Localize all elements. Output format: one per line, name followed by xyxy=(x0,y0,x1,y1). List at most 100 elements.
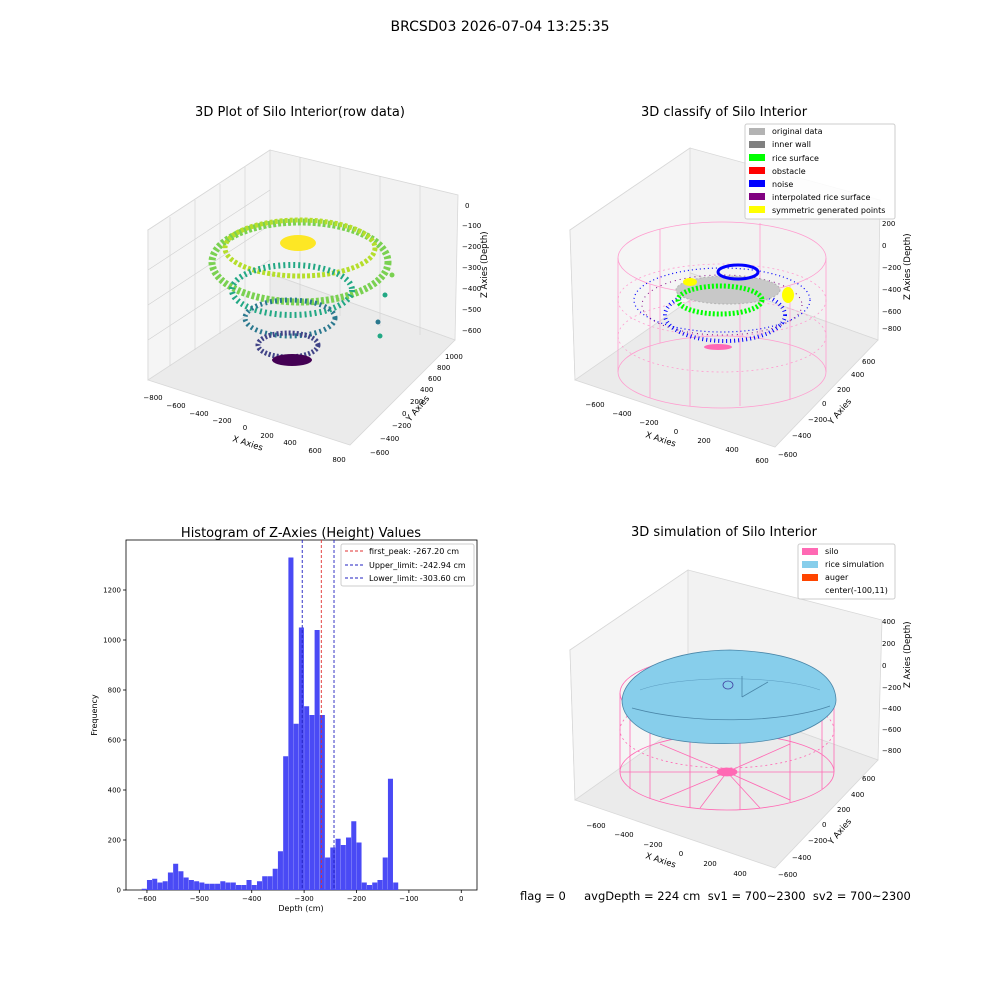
legend-rice-surface: rice surface xyxy=(772,154,819,163)
histogram-bar xyxy=(293,723,299,890)
panel4-xtick: 0 xyxy=(679,850,683,858)
histogram-bar xyxy=(141,888,147,890)
histogram-bar xyxy=(204,883,210,890)
figure-suptitle: BRCSD03 2026-07-04 13:25:35 xyxy=(390,19,609,35)
histogram-bar xyxy=(272,868,278,890)
histogram-title: Histogram of Z-Axies (Height) Values xyxy=(181,526,421,541)
panel4-ztick: 0 xyxy=(882,662,886,670)
histogram-bar xyxy=(330,847,336,890)
histogram-y-tick-label: 0 xyxy=(117,887,121,895)
histogram-y-ticks: 0 200 400 600 800 1000 1200 xyxy=(103,587,126,895)
histogram-bar xyxy=(188,880,194,890)
panel4-ytick: 600 xyxy=(862,775,875,783)
histogram-bar xyxy=(356,842,362,890)
histogram-x-ticks: −600 −500 −400 −300 −200 −100 0 xyxy=(137,890,464,903)
panel2-ylabel: Y Axies xyxy=(826,397,854,428)
histogram-bar xyxy=(298,627,304,890)
histogram-bar xyxy=(230,882,236,890)
panel2-ztick: −800 xyxy=(882,325,901,333)
legend-obstacle: obstacle xyxy=(772,167,806,176)
panel1-ytick: −600 xyxy=(370,449,389,457)
panel1-ytick: 600 xyxy=(428,375,441,383)
histogram-bar xyxy=(319,715,325,890)
panel1-ztick: −100 xyxy=(462,222,481,230)
panel1-ztick: −400 xyxy=(462,285,481,293)
histogram-bar xyxy=(256,881,263,890)
panel4-ytick: −600 xyxy=(778,871,797,879)
panel1-ytick: 800 xyxy=(437,364,450,372)
legend-auger: auger xyxy=(825,573,849,582)
panel2-ztick: 200 xyxy=(882,220,895,228)
histogram-bar xyxy=(236,885,242,890)
panel1-ytick: 1000 xyxy=(445,353,463,361)
panel1-scatter-points xyxy=(208,217,395,366)
panel4-ztick: 200 xyxy=(882,640,895,648)
histogram-y-tick-label: 1000 xyxy=(103,637,121,645)
panel2-ytick: 0 xyxy=(822,400,826,408)
histogram-bar xyxy=(309,715,315,890)
panel4-xtick: −200 xyxy=(643,841,662,849)
panel2-xtick: 400 xyxy=(725,446,738,454)
panel1-xtick: 200 xyxy=(260,432,273,440)
panel4-ytick: 200 xyxy=(837,806,850,814)
histogram-bars xyxy=(141,557,399,890)
histogram-bar xyxy=(382,857,388,890)
histogram-bar xyxy=(241,885,247,890)
histogram-bar xyxy=(152,878,158,890)
panel4-ytick: 0 xyxy=(822,821,826,829)
histogram-legend: first_peak: -267.20 cm Upper_limit: -242… xyxy=(340,543,475,587)
histogram-bar xyxy=(215,883,221,890)
panel1-xtick: −400 xyxy=(189,410,208,418)
panel-histogram: Histogram of Z-Axies (Height) Values −60… xyxy=(90,526,478,913)
panel4-ztick: −600 xyxy=(882,726,901,734)
histogram-bar xyxy=(304,706,310,890)
histogram-bar xyxy=(340,845,346,890)
histogram-bar xyxy=(162,881,168,890)
panel2-ztick: −600 xyxy=(882,308,901,316)
panel-classify: 3D classify of Silo Interior xyxy=(569,105,913,465)
histogram-bar xyxy=(393,882,399,890)
panel1-ytick: 200 xyxy=(410,398,423,406)
panel-raw-data: 3D Plot of Silo Interior(row data) xyxy=(143,105,490,464)
panel4-ytick: −200 xyxy=(808,837,827,845)
histogram-bar xyxy=(209,883,215,890)
panel4-legend: silo rice simulation auger center(-100,1… xyxy=(797,543,896,600)
histogram-bar xyxy=(351,821,357,890)
histogram-bar xyxy=(225,882,231,890)
legend-lower-limit: Lower_limit: -303.60 cm xyxy=(369,574,466,583)
panel1-xtick: 600 xyxy=(308,447,321,455)
panel2-xtick: 200 xyxy=(697,437,710,445)
panel4-ylabel: Y Axies xyxy=(826,817,854,848)
legend-rice-simulation: rice simulation xyxy=(825,560,884,569)
panel2-legend: original data inner wall rice surface ob… xyxy=(744,123,896,220)
legend-original-data: original data xyxy=(772,127,823,136)
panel2-xtick: 600 xyxy=(755,457,768,465)
panel4-ytick: −400 xyxy=(792,854,811,862)
histogram-bar xyxy=(361,882,367,890)
panel1-ztick: −300 xyxy=(462,264,481,272)
panel1-ztick: −200 xyxy=(462,243,481,251)
histogram-bar xyxy=(366,885,373,890)
histogram-bar xyxy=(262,876,268,890)
histogram-y-tick-label: 800 xyxy=(108,687,121,695)
panel2-ytick: 400 xyxy=(851,371,864,379)
panel2-xlabel: X Axies xyxy=(644,430,677,449)
histogram-y-tick-label: 400 xyxy=(108,787,121,795)
panel2-zlabel: Z Axies (Depth) xyxy=(903,233,913,300)
panel2-ztick: 0 xyxy=(882,242,886,250)
histogram-bar xyxy=(246,880,252,890)
panel1-xtick: −200 xyxy=(212,417,231,425)
panel4-xtick: −600 xyxy=(586,822,605,830)
histogram-bar xyxy=(346,837,352,890)
panel4-xlabel: X Axies xyxy=(644,851,677,870)
panel4-xtick: 200 xyxy=(703,860,716,868)
panel2-ztick: −400 xyxy=(882,286,901,294)
histogram-x-tick-label: −200 xyxy=(347,895,366,903)
histogram-bar xyxy=(335,838,341,890)
histogram-bar xyxy=(194,881,200,890)
panel4-title: 3D simulation of Silo Interior xyxy=(631,525,818,540)
histogram-bar xyxy=(267,876,273,890)
panel2-xtick: 0 xyxy=(674,428,678,436)
histogram-bar xyxy=(183,877,189,890)
